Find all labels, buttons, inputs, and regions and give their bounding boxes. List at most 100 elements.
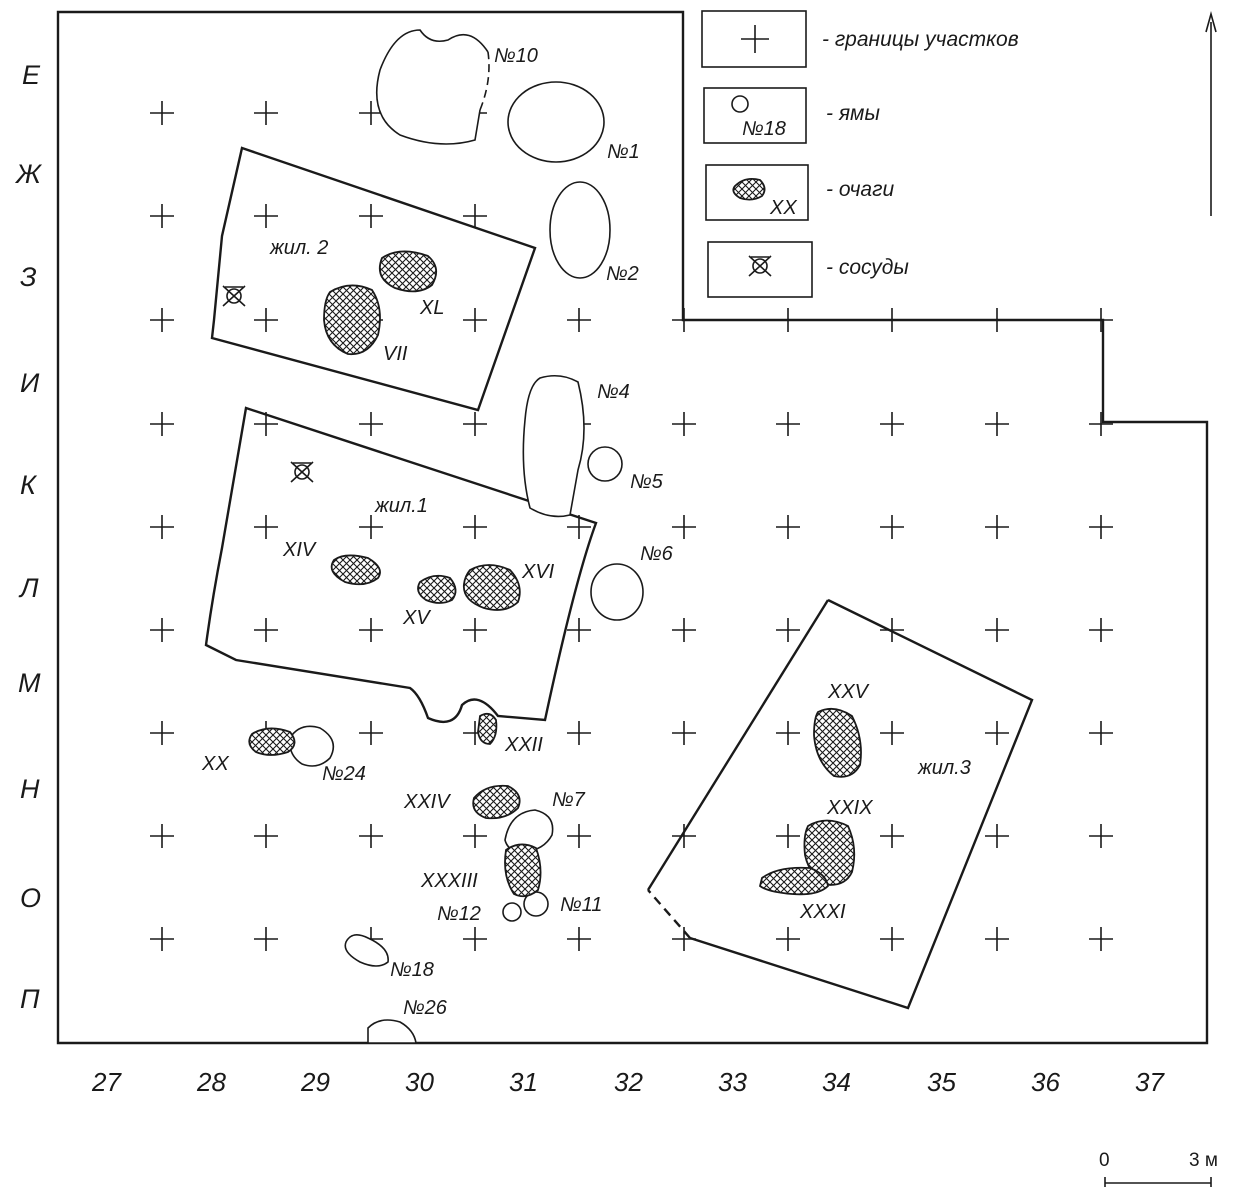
grid-cross — [1089, 515, 1113, 539]
grid-cross — [880, 721, 904, 745]
grid-cross — [1089, 308, 1113, 332]
hearth-vii-label: VII — [383, 343, 408, 365]
grid-cross — [463, 308, 487, 332]
grid-cross — [1089, 721, 1113, 745]
grid-cross — [985, 721, 1009, 745]
hearth-icon — [732, 177, 766, 201]
grid-cross — [254, 101, 278, 125]
pit-12 — [502, 902, 522, 922]
grid-cross — [463, 204, 487, 228]
hearth-xvi-label: XVI — [521, 561, 555, 583]
pit-2-label: №2 — [606, 263, 639, 285]
hearth-xx-label: XX — [201, 753, 229, 775]
legend-boundaries-label: - границы участков — [822, 28, 1019, 51]
pit-10-dashed-edge — [479, 51, 490, 111]
excavation-boundary — [56, 10, 1209, 1045]
hearth-xxxiii-label: XXXIII — [420, 870, 478, 892]
row-label: П — [20, 984, 40, 1014]
column-label: 30 — [405, 1067, 434, 1097]
column-label: 33 — [718, 1067, 747, 1097]
grid-cross — [672, 412, 696, 436]
grid-cross — [672, 721, 696, 745]
legend-box-pits — [703, 87, 807, 144]
grid-cross — [776, 308, 800, 332]
pit-7-label: №7 — [552, 789, 586, 811]
pit-4-label: №4 — [597, 381, 630, 403]
grid-cross — [567, 927, 591, 951]
pit-26 — [367, 1019, 417, 1044]
pit-4 — [522, 374, 585, 518]
hearth-xxiv-label: XXIV — [403, 791, 451, 813]
legend-vessels-label: - сосуды — [826, 256, 909, 279]
grid-cross — [359, 515, 383, 539]
grid-cross — [359, 824, 383, 848]
pit-1-label: №1 — [607, 141, 640, 163]
pit-18-label: №18 — [390, 959, 434, 981]
dwelling-3-outline — [689, 598, 1034, 1010]
pit-icon — [731, 95, 749, 113]
hearth-xxii — [477, 712, 498, 745]
grid-cross — [776, 515, 800, 539]
grid-cross — [672, 515, 696, 539]
column-label: 36 — [1031, 1067, 1060, 1097]
grid-cross — [150, 204, 174, 228]
grid-cross — [254, 308, 278, 332]
row-label: К — [20, 470, 38, 500]
grid-cross — [880, 618, 904, 642]
hearth-xxv — [813, 707, 862, 778]
dwelling-3-dashed-edge — [647, 889, 691, 939]
grid-cross — [1089, 824, 1113, 848]
grid-cross — [463, 618, 487, 642]
grid-cross — [150, 618, 174, 642]
grid-cross — [985, 618, 1009, 642]
legend-box-vessels — [707, 241, 813, 298]
grid-cross — [776, 618, 800, 642]
grid-cross — [150, 308, 174, 332]
hearth-xxiv — [472, 784, 521, 820]
hearth-xvi — [462, 564, 521, 611]
grid-cross — [567, 824, 591, 848]
column-label: 28 — [196, 1067, 226, 1097]
pit-2 — [549, 181, 611, 279]
hearth-xv — [417, 574, 457, 604]
grid-cross — [880, 927, 904, 951]
column-label: 37 — [1135, 1067, 1165, 1097]
grid-cross — [985, 412, 1009, 436]
grid-cross — [776, 412, 800, 436]
row-labels: Е Ж З И К Л М Н О П — [14, 60, 43, 1014]
row-label: Л — [18, 573, 39, 603]
pit-5 — [587, 446, 623, 482]
legend-pits-sample: №18 — [742, 118, 786, 140]
vessel-marker — [222, 285, 246, 307]
pit-24-label: №24 — [322, 763, 366, 785]
grid-cross — [463, 515, 487, 539]
pit-6-label: №6 — [640, 543, 674, 565]
cross-icon — [741, 25, 769, 53]
hearth-xxxiii — [504, 843, 542, 898]
grid-cross — [1089, 618, 1113, 642]
pit-12-label: №12 — [437, 903, 481, 925]
column-label: 32 — [614, 1067, 643, 1097]
grid-cross — [150, 412, 174, 436]
grid-cross — [672, 618, 696, 642]
grid-cross — [985, 308, 1009, 332]
grid-cross — [359, 204, 383, 228]
row-label: О — [20, 883, 41, 913]
grid-cross — [254, 824, 278, 848]
hearth-xx — [248, 727, 296, 756]
dwelling-2-outline — [210, 146, 537, 412]
hearth-xl-label: XL — [419, 297, 444, 319]
grid-cross — [463, 927, 487, 951]
grid-cross — [254, 618, 278, 642]
scale-length-label: 3 м — [1189, 1150, 1218, 1171]
row-label: Н — [20, 774, 40, 804]
grid-cross — [880, 412, 904, 436]
grid-cross — [150, 515, 174, 539]
grid-cross — [254, 515, 278, 539]
grid-cross — [567, 618, 591, 642]
grid-cross — [776, 927, 800, 951]
hearth-xxii-label: XXII — [504, 734, 543, 756]
grid-cross — [985, 515, 1009, 539]
grid-cross — [672, 824, 696, 848]
legend-box-hearths — [705, 164, 809, 221]
